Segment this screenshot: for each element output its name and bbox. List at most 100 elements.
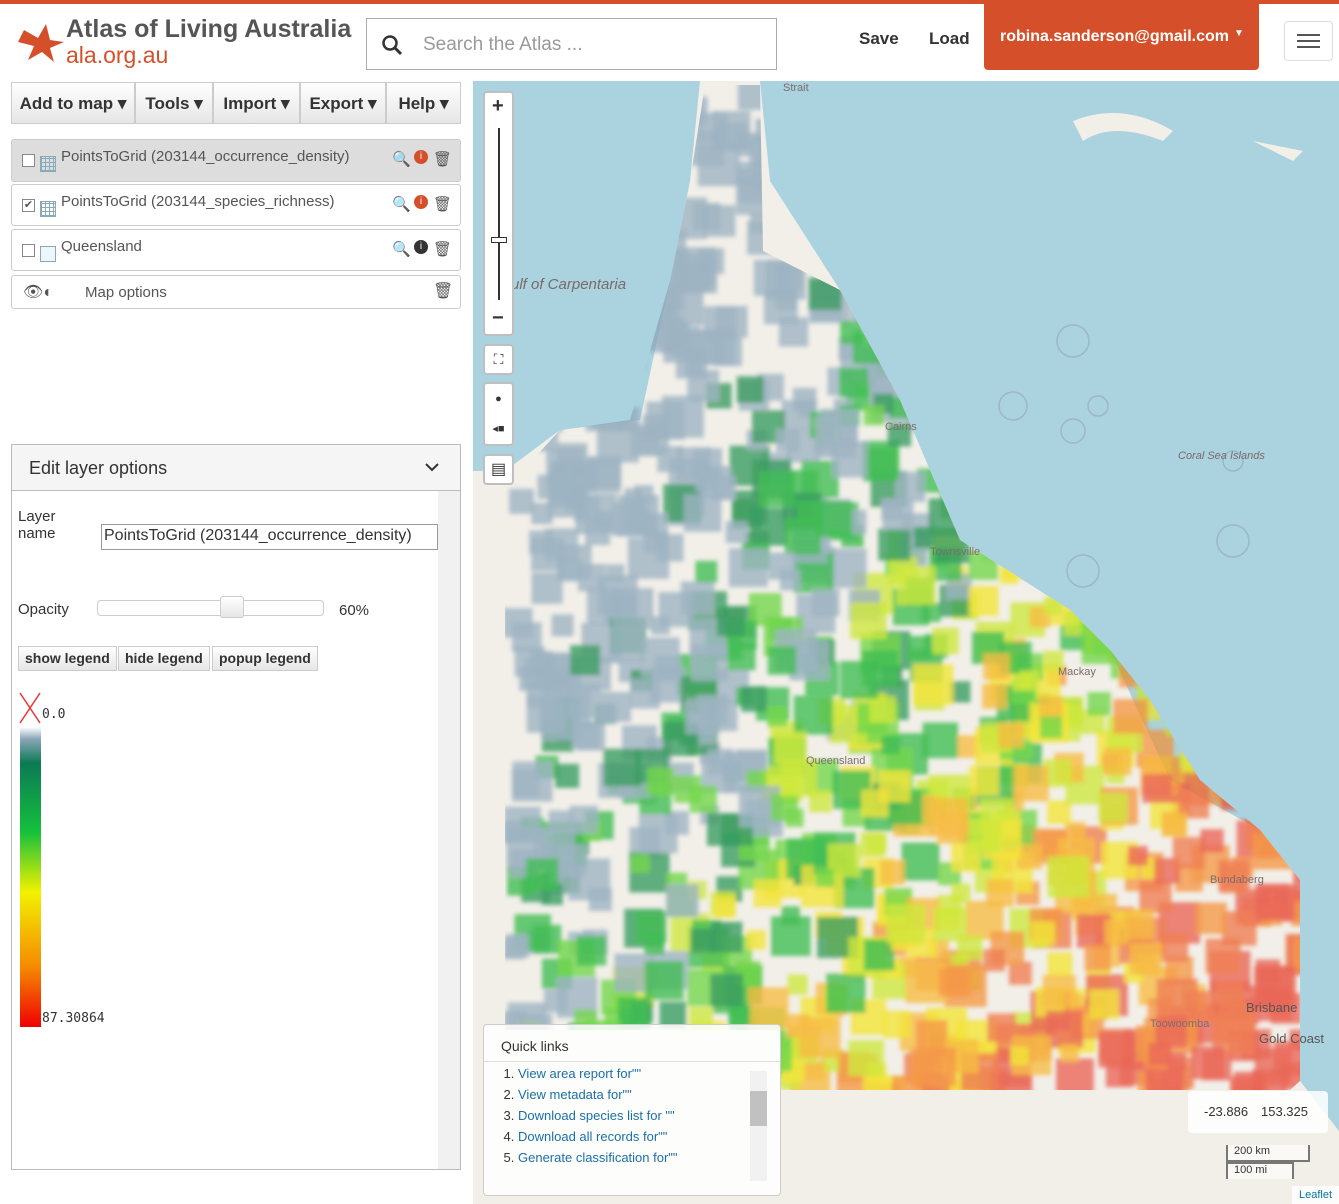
heat-tile (861, 789, 889, 817)
heat-tile (1167, 1052, 1186, 1072)
attribution[interactable]: Leaflet (1292, 1186, 1339, 1204)
heat-tile (991, 1072, 1033, 1090)
heat-tile (525, 858, 559, 891)
tools[interactable]: Tools ▾ (135, 82, 213, 124)
heat-tile (505, 806, 541, 844)
load-link[interactable]: Load (929, 29, 970, 48)
heat-tile (968, 585, 999, 616)
heat-tile (710, 973, 744, 1007)
slider-handle[interactable] (220, 596, 244, 618)
layer-name-input[interactable]: PointsToGrid (203144_occurrence_density) (101, 524, 438, 550)
layer-row[interactable]: PointsToGrid (203144_occurrence_density)… (11, 139, 461, 182)
zoom-icon[interactable]: 🔍 (392, 196, 411, 213)
save-link[interactable]: Save (859, 29, 899, 48)
heat-tile (685, 699, 720, 735)
heat-tile (863, 939, 895, 971)
checkbox[interactable] (22, 244, 35, 257)
zoom-handle[interactable] (491, 237, 507, 243)
logo-icon (18, 24, 64, 62)
heat-tile (674, 775, 702, 803)
draw-tools[interactable]: ● ◂■ (483, 382, 514, 446)
heat-tile (850, 602, 887, 640)
heat-tile (1172, 836, 1205, 869)
heat-tile (706, 813, 740, 846)
label: Help (398, 94, 436, 113)
header: Atlas of Living Australia ala.org.au Sea… (0, 0, 1339, 81)
heat-tile (863, 404, 885, 426)
layer-row[interactable]: Queensland 🔍 i 🗑 (11, 229, 461, 271)
heat-tile (627, 537, 670, 579)
opacity-slider[interactable] (97, 600, 324, 616)
quick-link[interactable]: View metadata for"" (518, 1087, 632, 1102)
layers-control[interactable]: ▤ (483, 454, 514, 485)
delete-icon[interactable]: 🗑 (433, 241, 453, 258)
delete-icon[interactable]: 🗑 (433, 196, 453, 213)
delete-icon[interactable]: 🗑 (433, 283, 454, 300)
heat-tile (895, 471, 926, 502)
heat-tile (531, 502, 553, 525)
heat-tile (1043, 650, 1064, 671)
zoom-icon[interactable]: 🔍 (392, 151, 411, 168)
delete-icon[interactable]: 🗑 (433, 151, 453, 168)
popup-legend[interactable]: popup legend (212, 646, 318, 671)
heat-tile (644, 960, 684, 1000)
quick-link[interactable]: Download all records for"" (518, 1129, 668, 1144)
zoom-track[interactable] (498, 128, 500, 300)
heat-tile (819, 408, 858, 447)
map-label: Queensland (806, 755, 865, 767)
scrollbar[interactable] (438, 491, 460, 1169)
checkbox[interactable] (22, 154, 35, 167)
show-legend[interactable]: show legend (18, 646, 117, 671)
checkbox[interactable]: ✔ (22, 199, 35, 212)
zoom-in[interactable]: + (492, 95, 504, 117)
export[interactable]: Export ▾ (300, 82, 386, 124)
quick-link[interactable]: Generate classification for"" (518, 1150, 678, 1165)
info-icon[interactable]: i (414, 195, 428, 209)
help[interactable]: Help ▾ (386, 82, 461, 124)
menu-toggle[interactable] (1284, 21, 1333, 61)
eye-icons[interactable]: 👁◐ (23, 284, 53, 301)
brand-url[interactable]: ala.org.au (66, 42, 169, 68)
chevron (425, 463, 439, 472)
label: Import (223, 94, 277, 113)
map[interactable]: ulf of Carpentaria Strait Cairns Coral S… (473, 81, 1339, 1204)
heat-tile (588, 888, 612, 912)
heat-tile (683, 494, 722, 532)
heat-tile (982, 949, 1006, 972)
add-to-map[interactable]: Add to map ▾ (11, 82, 135, 124)
zoom-out[interactable]: − (492, 307, 504, 329)
brand-title[interactable]: Atlas of Living Australia (66, 15, 352, 43)
heat-tile (998, 722, 1024, 749)
heat-tile (690, 928, 715, 953)
heat-tile (748, 987, 789, 1028)
heat-tile (1040, 716, 1062, 739)
search-box[interactable]: Search the Atlas ... (366, 18, 777, 70)
latitude: -23.886 (1204, 1104, 1249, 1119)
heat-tile (1060, 1043, 1079, 1063)
quick-links-list: View area report for"" View metadata for"… (484, 1063, 678, 1168)
heat-tile (725, 521, 748, 544)
user-menu[interactable]: robina.sanderson@gmail.com ▼ (984, 4, 1259, 70)
heat-tile (759, 471, 796, 508)
zoom-icon[interactable]: 🔍 (392, 241, 411, 258)
layer-row[interactable]: ✔ PointsToGrid (203144_species_richness) 🔍… (11, 184, 461, 226)
heat-tile (1113, 699, 1148, 734)
fullscreen[interactable]: ⛶ (483, 344, 514, 375)
heat-tile (1103, 747, 1132, 776)
heat-tile (1008, 961, 1032, 985)
map-label: Brisbane (1246, 1000, 1297, 1015)
hide-legend[interactable]: hide legend (118, 646, 210, 671)
heat-tile (576, 935, 607, 966)
scrollbar[interactable] (750, 1071, 767, 1181)
opacity-value: 60% (339, 602, 370, 619)
info-icon[interactable]: i (414, 240, 428, 254)
map-options-row[interactable]: 👁◐ Map options 🗑 (11, 275, 461, 309)
panel-header[interactable]: Edit layer options (12, 445, 460, 491)
quick-link[interactable]: View area report for"" (518, 1066, 642, 1081)
heat-tile (544, 668, 566, 690)
heat-tile (826, 973, 866, 1013)
import[interactable]: Import ▾ (213, 82, 300, 124)
quick-link[interactable]: Download species list for "" (518, 1108, 675, 1123)
info-icon[interactable]: i (414, 150, 428, 164)
heat-tile (840, 320, 864, 345)
